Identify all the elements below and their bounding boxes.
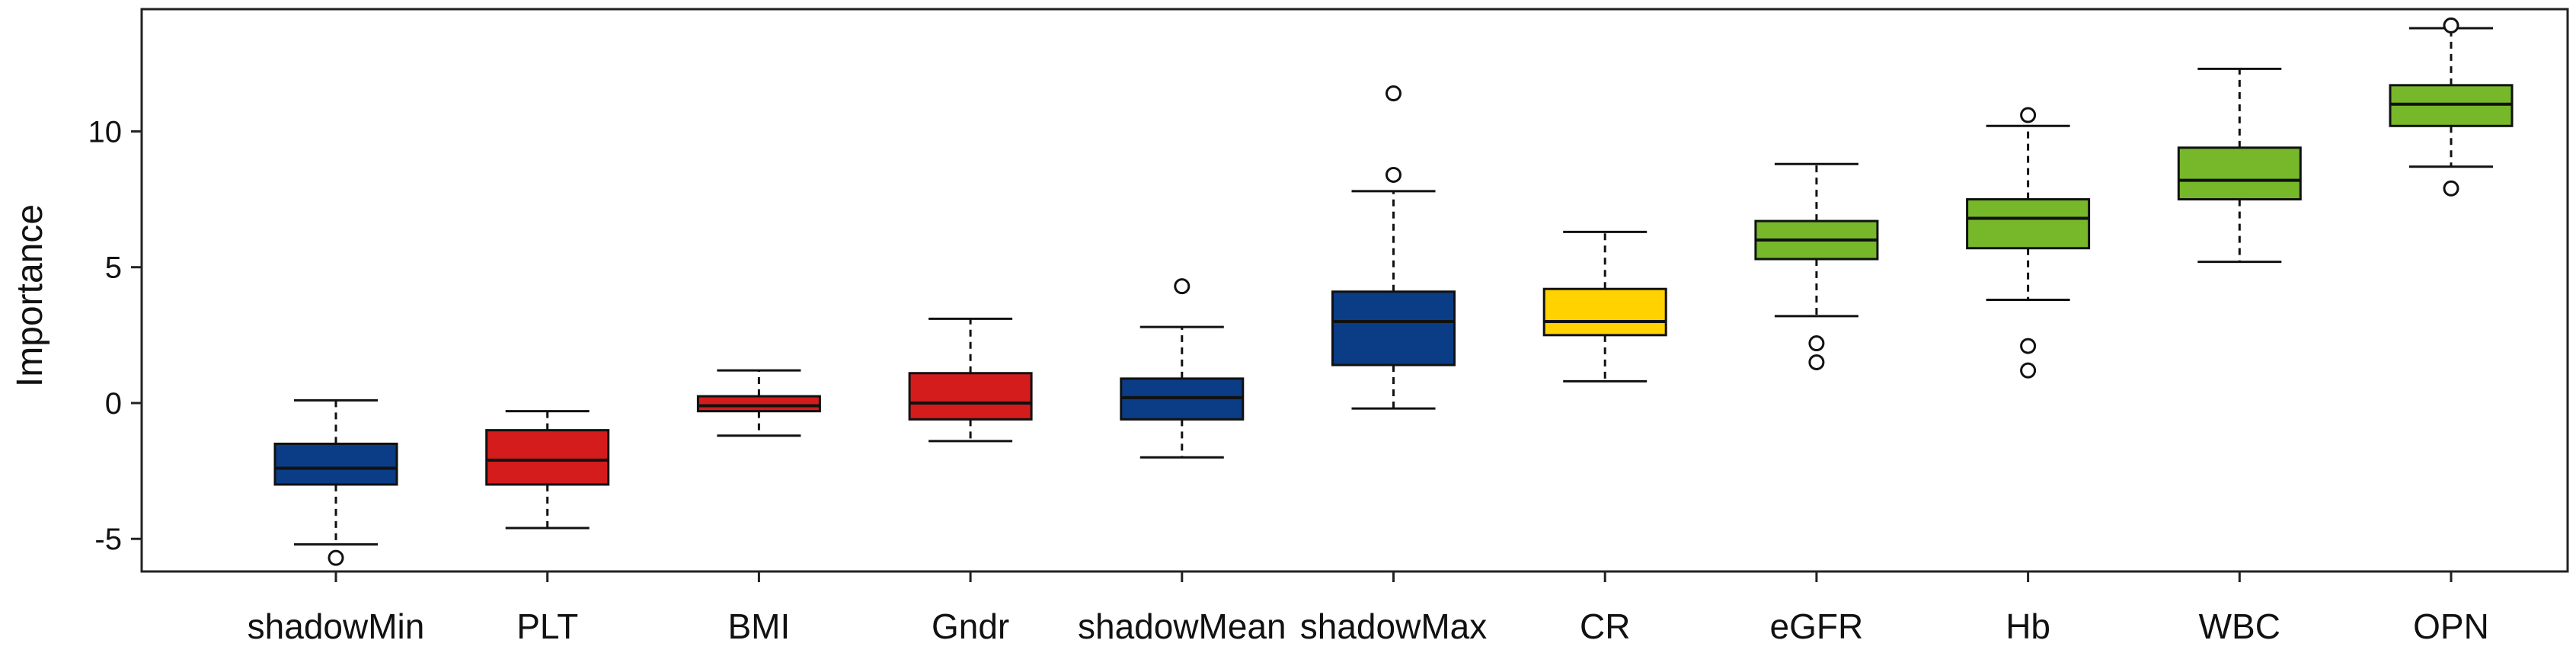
outlier-point — [1174, 278, 1191, 295]
boxes-group — [273, 17, 2514, 566]
x-tick-label: shadowMean — [1078, 607, 1286, 646]
box-Gndr — [908, 317, 1033, 443]
outlier-point — [328, 549, 344, 566]
outlier-point — [1385, 166, 1401, 183]
box-WBC — [2177, 67, 2302, 264]
box-iqr — [273, 442, 398, 486]
box-eGFR — [1754, 162, 1879, 370]
box-PLT — [485, 410, 610, 530]
box-iqr — [1966, 198, 2091, 250]
x-tick-label: CR — [1580, 607, 1630, 646]
x-axis-labels: shadowMin PLT BMI Gndr shadowMean shadowMax CR… — [248, 571, 2489, 646]
box-shadowMean — [1120, 278, 1245, 459]
box-iqr — [2177, 146, 2302, 201]
y-tick-label: 10 — [88, 115, 123, 149]
outlier-point — [2020, 338, 2037, 354]
x-tick-label: shadowMin — [248, 607, 425, 646]
box-BMI — [696, 369, 821, 437]
y-tick-label: 5 — [105, 251, 122, 285]
y-tick-label: 0 — [105, 387, 122, 421]
outlier-point — [1385, 85, 1401, 102]
box-OPN — [2389, 17, 2514, 197]
outlier-point — [2443, 17, 2459, 34]
x-tick-label: WBC — [2199, 607, 2280, 646]
outlier-point — [2443, 180, 2459, 197]
box-shadowMax — [1331, 85, 1456, 410]
y-tick-label: -5 — [94, 523, 122, 556]
outlier-point — [1808, 354, 1825, 370]
box-iqr — [1542, 287, 1667, 337]
x-tick-label: BMI — [728, 607, 791, 646]
x-tick-label: eGFR — [1770, 607, 1864, 646]
outlier-point — [1808, 335, 1825, 352]
outlier-point — [2020, 107, 2037, 123]
x-tick-label: Hb — [2006, 607, 2050, 646]
y-axis: -5 0 5 10 — [88, 115, 142, 556]
box-Hb — [1966, 107, 2091, 379]
outlier-point — [2020, 362, 2037, 379]
x-tick-label: shadowMax — [1300, 607, 1487, 646]
box-shadowMin — [273, 399, 398, 566]
x-tick-label: OPN — [2413, 607, 2489, 646]
box-iqr — [1331, 290, 1456, 367]
box-iqr — [485, 429, 610, 486]
plot-frame — [140, 8, 2569, 573]
x-tick-label: PLT — [516, 607, 578, 646]
y-axis-title: Importance — [10, 204, 50, 387]
box-CR — [1542, 230, 1667, 383]
box-iqr — [908, 372, 1033, 421]
x-tick-label: Gndr — [932, 607, 1009, 646]
box-iqr — [696, 395, 821, 413]
